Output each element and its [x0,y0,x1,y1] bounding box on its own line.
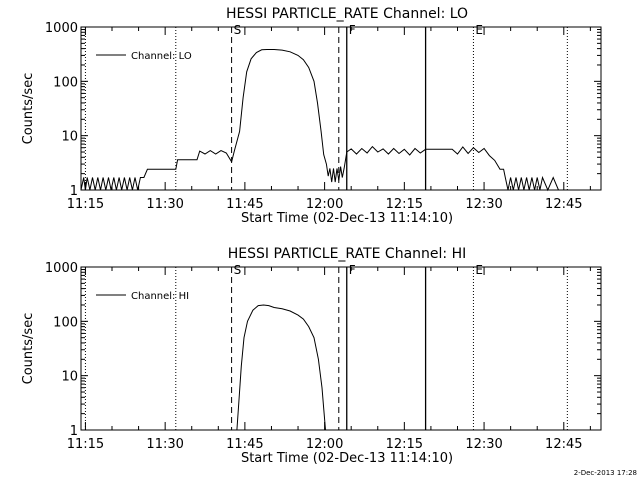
x-tick-label: 12:00 [306,437,343,452]
legend-label: Channel: LO [131,51,192,62]
x-tick-label: 12:00 [306,197,343,212]
x-tick-label: 11:15 [67,437,104,452]
footer-timestamp: 2-Dec-2013 17:28 [574,469,637,477]
plot-frame [80,266,602,431]
y-axis-label: Counts/sec [21,73,36,145]
marker-label: S [234,263,242,277]
y-tick-label: 10 [61,130,78,145]
x-tick-label: 12:45 [545,437,582,452]
x-tick-label: 11:15 [67,197,104,212]
x-tick-label: 12:45 [545,197,582,212]
x-tick-label: 11:45 [226,437,263,452]
plot-frame [80,26,602,191]
x-tick-label: 12:30 [465,197,502,212]
y-tick-label: 1000 [45,21,78,36]
series-line-channelhi [236,304,326,431]
x-tick-label: 11:30 [146,197,183,212]
chart-panel-lo: HESSI PARTICLE_RATE Channel: LO 1 10 100 100… [21,6,602,226]
y-tick-label: 1000 [45,261,78,276]
y-tick-label: 1 [70,424,78,439]
y-tick-label: 1 [70,184,78,199]
x-tick-label: 12:15 [386,197,423,212]
marker-label: E [475,23,483,37]
marker-label: F [349,23,356,37]
series-line-channello [80,49,559,192]
y-tick-label: 10 [61,370,78,385]
chart-panel-hi: HESSI PARTICLE_RATE Channel: HI 1 10 100 100… [21,246,602,466]
marker-label: E [475,263,483,277]
marker-label: F [349,263,356,277]
y-axis-label: Counts/sec [21,313,36,385]
chart-title: HESSI PARTICLE_RATE Channel: LO [226,6,468,22]
x-tick-label: 11:45 [226,197,263,212]
marker-label: S [234,23,242,37]
x-tick-label: 12:15 [386,437,423,452]
x-tick-label: 12:30 [465,437,502,452]
chart-title: HESSI PARTICLE_RATE Channel: HI [228,246,466,262]
y-tick-label: 100 [53,315,78,330]
x-axis-label: Start Time (02-Dec-13 11:14:10) [241,451,453,466]
x-axis-label: Start Time (02-Dec-13 11:14:10) [241,211,453,226]
y-tick-label: 100 [53,75,78,90]
x-tick-label: 11:30 [146,437,183,452]
legend-label: Channel: HI [131,291,189,302]
